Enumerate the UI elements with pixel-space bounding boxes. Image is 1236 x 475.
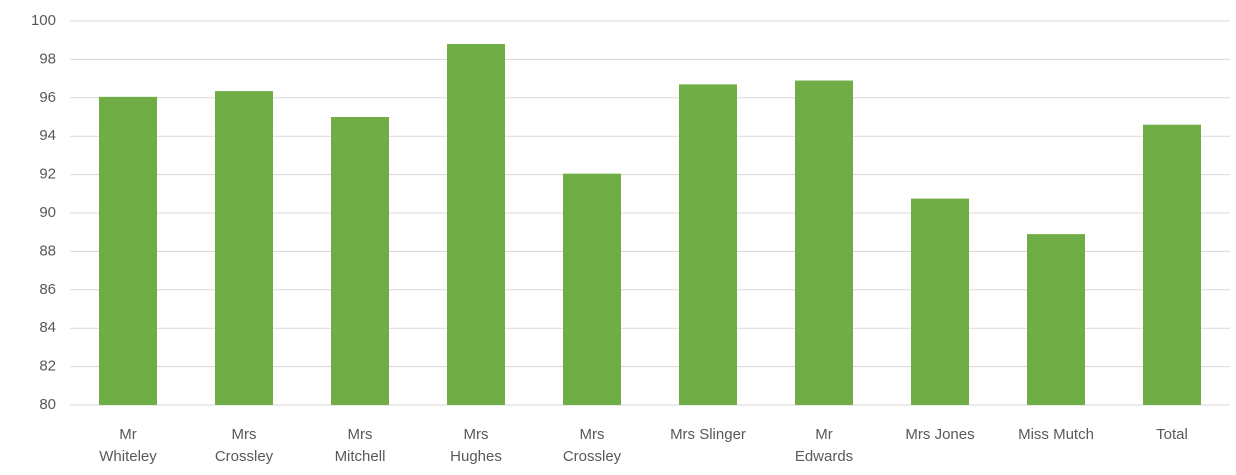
y-tick-label: 84 — [39, 319, 56, 336]
y-tick-label: 82 — [39, 358, 56, 375]
y-tick-label: 86 — [39, 281, 56, 298]
bar — [99, 96, 157, 405]
y-tick-label: 88 — [39, 242, 56, 259]
x-tick-label: Mrs Slinger — [670, 426, 746, 443]
bar — [679, 84, 737, 406]
bar — [563, 173, 621, 405]
y-tick-label: 92 — [39, 166, 56, 183]
y-tick-label: 80 — [39, 396, 56, 413]
x-tick-label: Total — [1156, 426, 1188, 443]
y-tick-label: 90 — [39, 204, 56, 221]
bar — [331, 117, 389, 405]
bar — [215, 91, 273, 405]
y-tick-label: 100 — [31, 12, 56, 29]
bar — [795, 80, 853, 406]
x-tick-label: Mrs Hughes — [450, 426, 502, 465]
x-tick-label: Mrs Jones — [905, 426, 975, 443]
x-tick-label: Mr Edwards — [794, 426, 854, 465]
y-tick-label: 98 — [39, 50, 56, 67]
x-tick-label: Mrs Crossley — [562, 426, 622, 465]
x-tick-label: Mrs Crossley — [214, 426, 274, 465]
y-tick-label: 94 — [39, 127, 56, 144]
x-tick-label: Mr Whiteley — [99, 426, 157, 465]
x-tick-label: Mrs Mitchell — [334, 426, 386, 465]
bar — [911, 198, 969, 405]
y-tick-label: 96 — [39, 89, 56, 106]
bar — [447, 44, 505, 405]
bar — [1027, 234, 1085, 405]
bar — [1143, 124, 1201, 406]
x-tick-label: Miss Mutch — [1018, 426, 1094, 443]
